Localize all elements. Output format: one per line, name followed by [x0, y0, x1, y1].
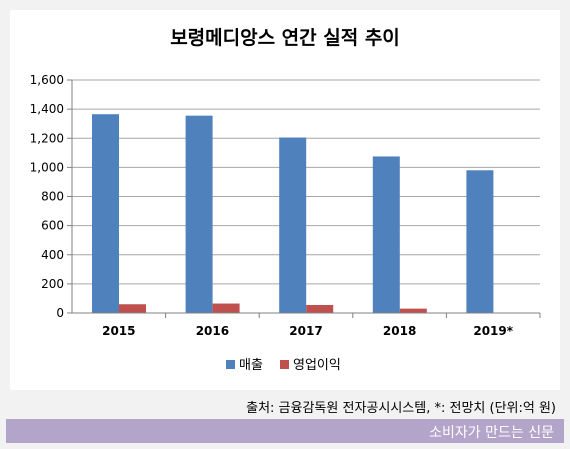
x-tick-label: 2019* — [473, 324, 513, 338]
legend-swatch — [226, 360, 235, 369]
bar-revenue — [372, 156, 400, 313]
legend-swatch — [280, 360, 289, 369]
x-tick-label: 2015 — [102, 324, 135, 338]
bar-operating-profit — [212, 303, 240, 313]
bar-revenue — [185, 115, 213, 313]
y-tick-label: 600 — [41, 219, 64, 233]
axes — [71, 80, 540, 314]
bar-revenue — [466, 170, 494, 313]
x-tick-label: 2017 — [289, 324, 322, 338]
legend-label: 매출 — [239, 358, 263, 373]
bar-operating-profit — [399, 308, 427, 313]
y-tick-label: 200 — [41, 277, 64, 291]
bars — [92, 114, 494, 313]
legend-label: 영업이익 — [293, 358, 341, 373]
y-tick-label: 1,600 — [30, 73, 64, 87]
x-tick-label: 2018 — [383, 324, 416, 338]
y-tick-label: 800 — [41, 190, 64, 204]
y-axis-ticks: 0 200 400 600 800 1,000 1,200 1,400 1,600 — [30, 73, 72, 320]
bar-chart: 보령메디앙스 연간 실적 추이 0 200 400 600 800 1,000 1,200 1… — [30, 27, 541, 373]
y-tick-label: 400 — [41, 248, 64, 262]
legend: 매출 영업이익 — [226, 358, 341, 373]
bar-revenue — [92, 114, 119, 313]
source-note: 출처: 금융감독원 전자공시시스템, *: 전망치 (단위:억 원) — [246, 401, 556, 416]
footer-brand-text: 소비자가 만드는 신문 — [429, 425, 554, 441]
footer-band: 소비자가 만드는 신문 — [6, 419, 564, 443]
x-tick-label: 2016 — [196, 324, 229, 338]
y-tick-label: 1,400 — [30, 102, 64, 116]
bar-operating-profit — [306, 304, 334, 313]
y-tick-label: 1,200 — [30, 131, 64, 145]
chart-panel: 보령메디앙스 연간 실적 추이 0 200 400 600 800 1,000 1,200 1… — [10, 10, 560, 390]
y-tick-label: 1,000 — [30, 160, 64, 174]
bar-operating-profit — [119, 304, 146, 313]
x-axis-ticks: 2015 2016 2017 2018 2019* — [102, 313, 541, 338]
bar-revenue — [279, 137, 307, 313]
chart-title: 보령메디앙스 연간 실적 추이 — [170, 27, 400, 49]
y-tick-label: 0 — [56, 306, 64, 320]
